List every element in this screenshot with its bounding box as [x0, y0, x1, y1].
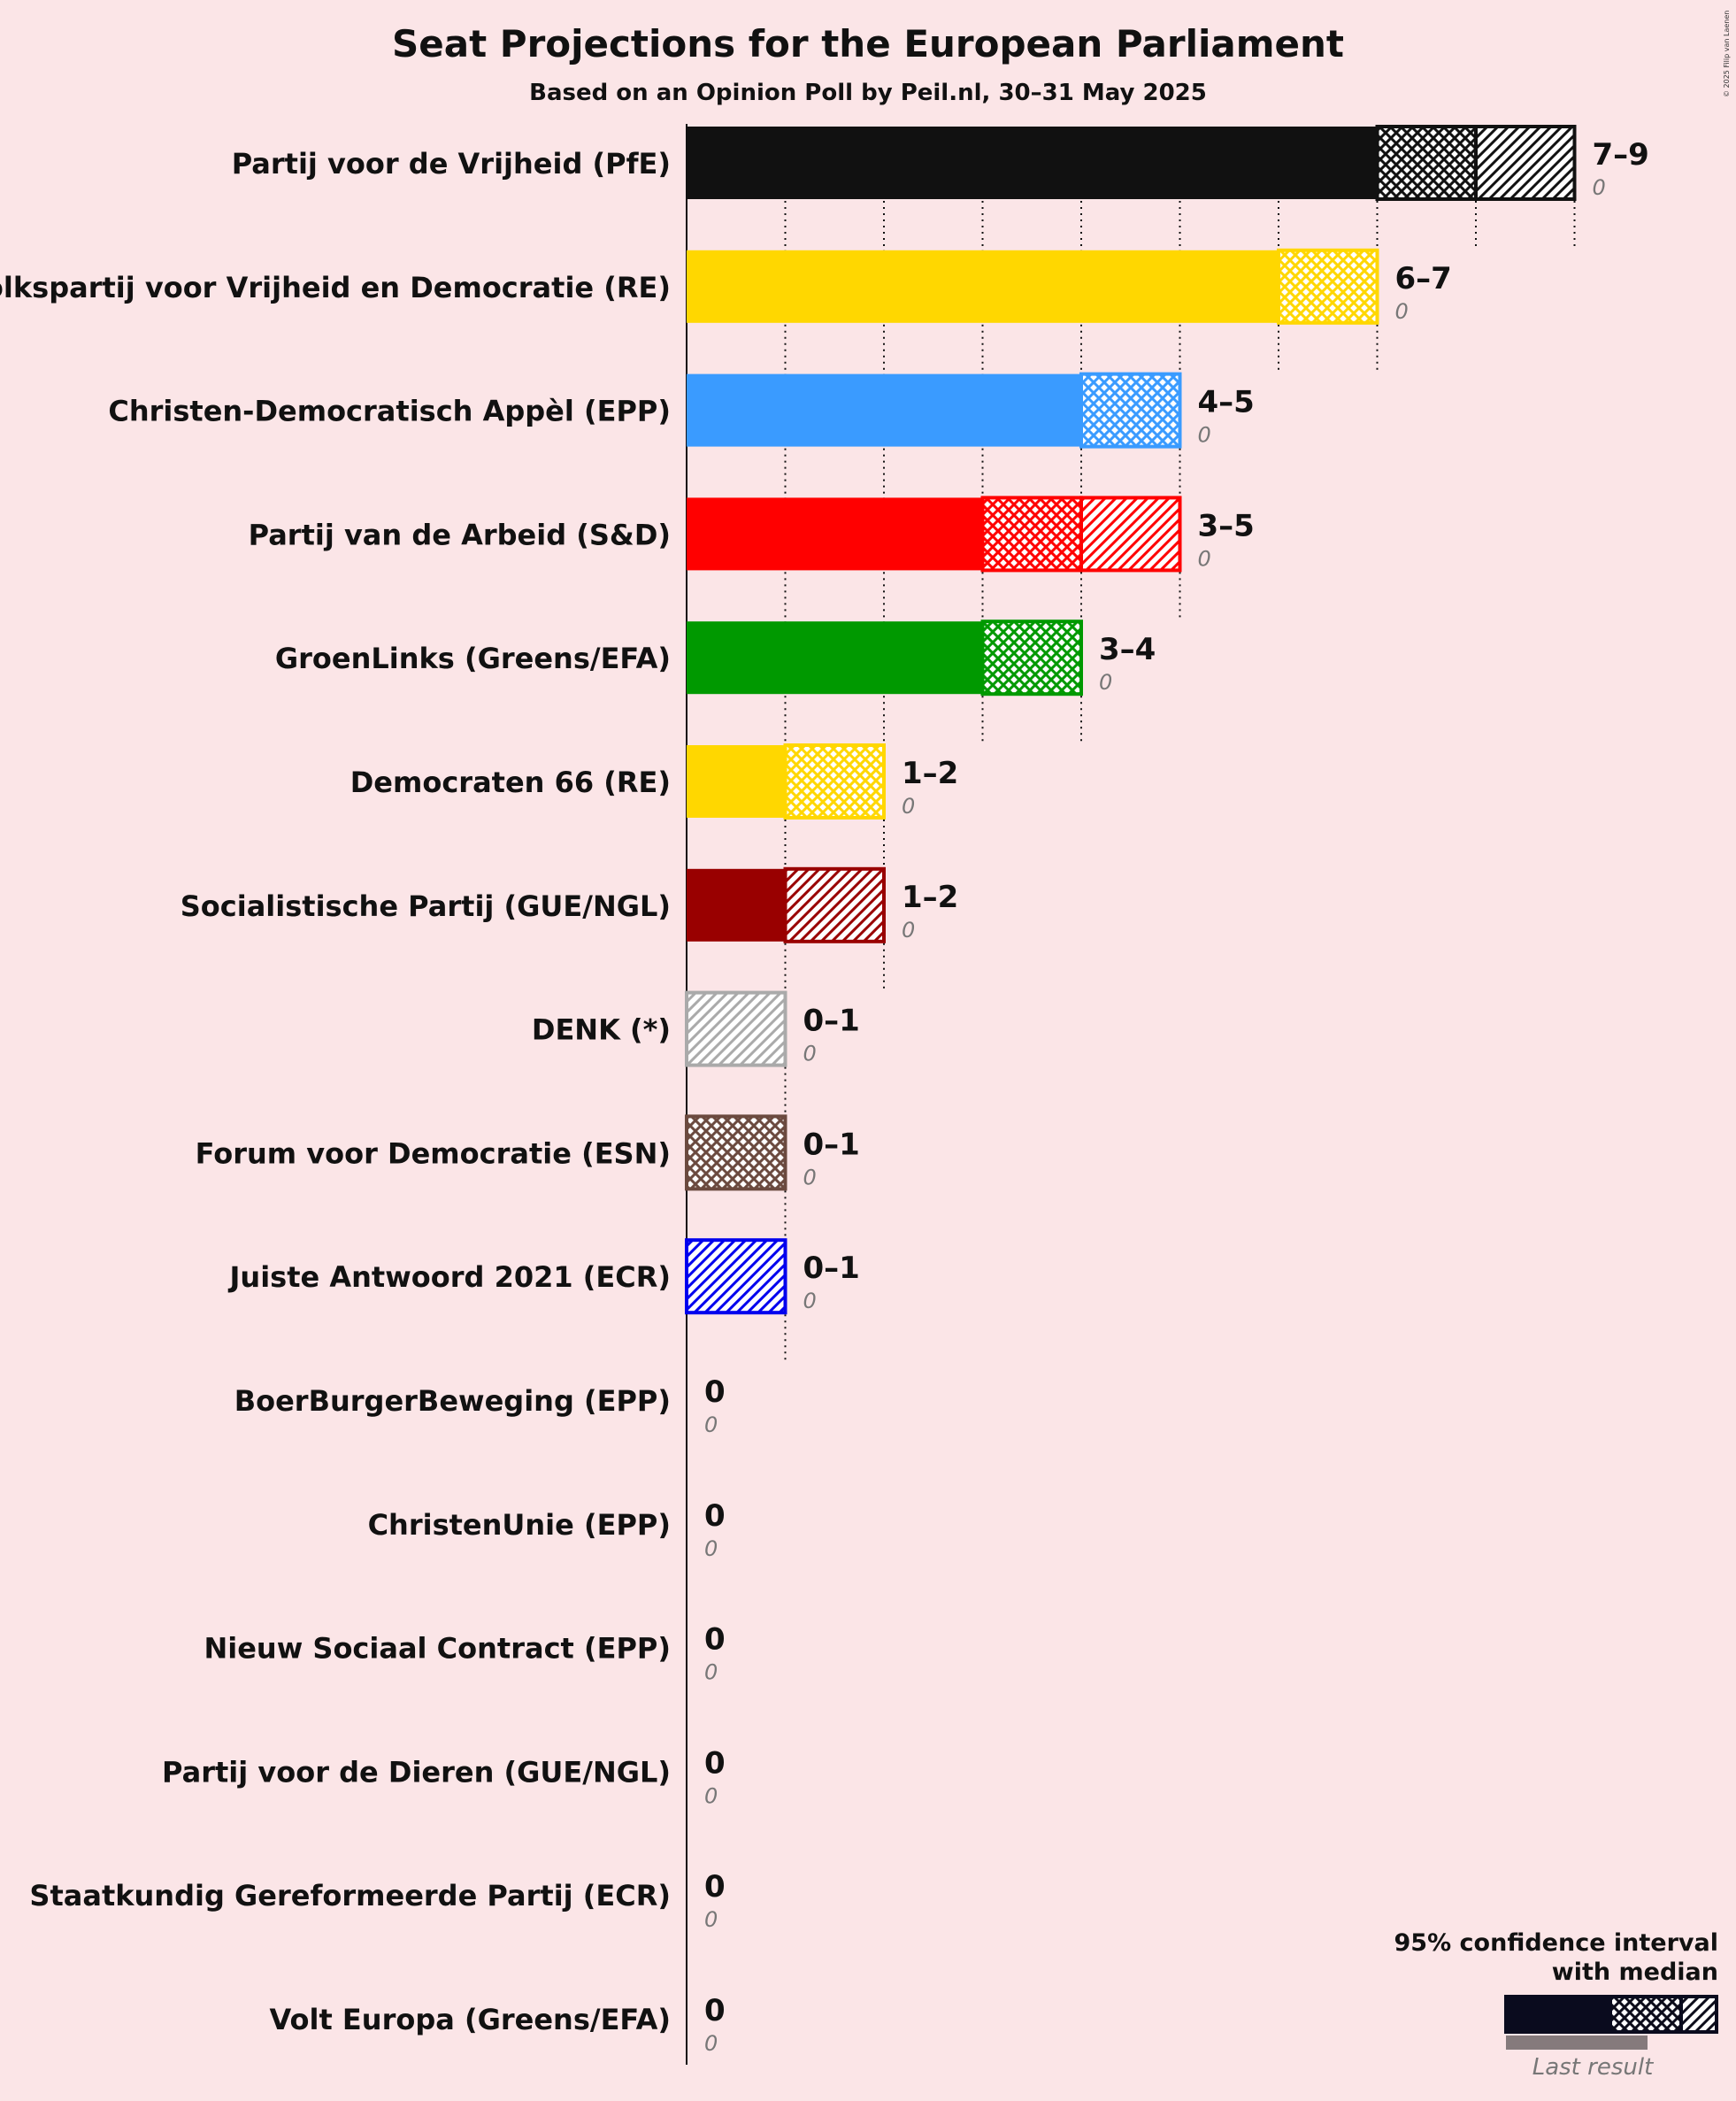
- party-row: Volt Europa (Greens/EFA) 0 0: [270, 1993, 726, 2056]
- party-row: ChristenUnie (EPP) 00: [368, 1498, 726, 1561]
- party-row: Partij voor de Dieren (GUE/NGL) 00: [162, 1745, 726, 1808]
- party-label: Christen-Democratisch Appèl (EPP): [108, 395, 671, 428]
- party-label: Partij van de Arbeid (S&D): [249, 518, 671, 551]
- bar-solid: [687, 127, 1378, 199]
- bar-ci-upper: [685, 1238, 787, 1315]
- party-row: Christen-Democratisch Appèl (EPP) 4–5 0: [108, 372, 1255, 449]
- legend-swatch-ci-upper: [1679, 1995, 1718, 2034]
- last-result-label: 0: [704, 1783, 718, 1808]
- party-row: Partij voor de Vrijheid (PfE) 7–90: [232, 125, 1649, 201]
- bar-ci-lower: [1079, 372, 1182, 449]
- last-result-label: 0: [1099, 670, 1112, 695]
- party-row: Forum voor Democratie (ESN) 0–1 0: [196, 1114, 860, 1191]
- bar-ci-upper: [783, 866, 886, 943]
- bar-ci-lower: [783, 743, 886, 820]
- party-label: Forum voor Democratie (ESN): [196, 1136, 671, 1170]
- party-label: ChristenUnie (EPP): [368, 1508, 671, 1542]
- party-label: Socialistische Partij (GUE/NGL): [181, 889, 671, 923]
- legend-title-line2: with median: [1552, 1959, 1718, 1986]
- last-result-label: 0: [704, 1660, 718, 1685]
- party-row: Partij van de Arbeid (S&D) 3–5 0: [249, 496, 1255, 573]
- party-label: DENK (*): [532, 1013, 671, 1047]
- range-label: 0: [704, 1498, 726, 1534]
- party-row: DENK (*) 0–1 0: [532, 990, 860, 1067]
- party-label: Staatkundig Gereformeerde Partij (ECR): [29, 1879, 671, 1912]
- range-label: 1–2: [902, 880, 958, 915]
- legend-swatch-ci-lower: [1609, 1995, 1683, 2034]
- legend-last-result-label: Last result: [1532, 2054, 1654, 2081]
- party-row: Nieuw Sociaal Contract (EPP) 00: [204, 1622, 725, 1685]
- bar-solid: [687, 250, 1279, 323]
- bar-solid: [687, 373, 1081, 447]
- last-result-label: 0: [1198, 546, 1211, 571]
- chart-title: Seat Projections for the European Parlia…: [392, 22, 1344, 65]
- last-result-label: 0: [1593, 175, 1606, 200]
- bar-ci-lower: [1277, 248, 1379, 325]
- bar-ci-upper: [685, 990, 787, 1067]
- chart-subtitle: Based on an Opinion Poll by Peil.nl, 30–…: [529, 80, 1207, 106]
- party-label: Volkspartij voor Vrijheid en Democratie …: [0, 271, 671, 304]
- range-label: 0: [704, 1869, 726, 1905]
- last-result-label: 0: [704, 1907, 718, 1932]
- range-label: 0: [704, 1745, 726, 1781]
- bars-group: Partij voor de Vrijheid (PfE) 7–90Volkspa…: [0, 125, 1649, 2056]
- party-label: Democraten 66 (RE): [350, 766, 671, 799]
- party-label: BoerBurgerBeweging (EPP): [234, 1384, 671, 1418]
- party-label: Juiste Antwoord 2021 (ECR): [228, 1260, 671, 1294]
- bar-ci-lower: [980, 496, 1083, 573]
- range-label: 1–2: [902, 756, 958, 791]
- last-result-label: 0: [704, 2031, 718, 2056]
- party-row: Juiste Antwoord 2021 (ECR) 0–1 0: [228, 1238, 860, 1315]
- party-label: Partij voor de Vrijheid (PfE): [232, 147, 671, 181]
- party-label: Volt Europa (Greens/EFA): [270, 2003, 671, 2036]
- last-result-label: 0: [902, 918, 915, 943]
- party-row: Democraten 66 (RE) 1–2 0: [350, 743, 958, 820]
- range-label: 3–5: [1198, 508, 1255, 543]
- bar-ci-upper: [1079, 496, 1182, 573]
- last-result-label: 0: [704, 1412, 718, 1437]
- last-result-label: 0: [1395, 299, 1409, 324]
- range-label: 0: [704, 1374, 726, 1410]
- party-row: GroenLinks (Greens/EFA) 3–4 0: [275, 620, 1156, 696]
- legend-swatch-last-result: [1506, 2036, 1648, 2050]
- last-result-label: 0: [803, 1289, 817, 1313]
- last-result-label: 0: [704, 1536, 718, 1561]
- last-result-label: 0: [1198, 423, 1211, 448]
- bar-solid: [687, 745, 786, 818]
- bar-solid: [687, 497, 983, 571]
- bar-ci-lower: [685, 1114, 787, 1191]
- range-label: 0–1: [803, 1251, 860, 1286]
- party-label: Partij voor de Dieren (GUE/NGL): [162, 1755, 671, 1789]
- range-label: 3–4: [1099, 632, 1156, 667]
- range-label: 0: [704, 1993, 726, 2028]
- bar-ci-lower: [980, 620, 1083, 696]
- bar-solid: [687, 621, 983, 695]
- range-label: 0–1: [803, 1004, 860, 1039]
- range-label: 6–7: [1395, 261, 1452, 296]
- bar-ci-upper: [1474, 125, 1577, 201]
- party-label: GroenLinks (Greens/EFA): [275, 642, 671, 675]
- legend: 95% confidence interval with median Last…: [1394, 1929, 1718, 2081]
- party-row: Staatkundig Gereformeerde Partij (ECR) 00: [29, 1869, 725, 1932]
- last-result-label: 0: [803, 1042, 817, 1066]
- range-label: 7–9: [1593, 137, 1649, 173]
- last-result-label: 0: [902, 794, 915, 819]
- party-row: Socialistische Partij (GUE/NGL) 1–2 0: [181, 866, 958, 943]
- party-row: Volkspartij voor Vrijheid en Democratie …: [0, 248, 1452, 325]
- range-label: 0–1: [803, 1127, 860, 1162]
- range-label: 0: [704, 1622, 726, 1658]
- party-row: BoerBurgerBeweging (EPP) 00: [234, 1374, 726, 1437]
- legend-title-line1: 95% confidence interval: [1394, 1929, 1718, 1957]
- bar-solid: [687, 868, 786, 942]
- party-label: Nieuw Sociaal Contract (EPP): [204, 1632, 671, 1666]
- last-result-label: 0: [803, 1165, 817, 1189]
- bar-ci-lower: [1375, 125, 1478, 201]
- range-label: 4–5: [1198, 385, 1255, 420]
- copyright-note: © 2025 Filip van Laenen: [1723, 11, 1731, 97]
